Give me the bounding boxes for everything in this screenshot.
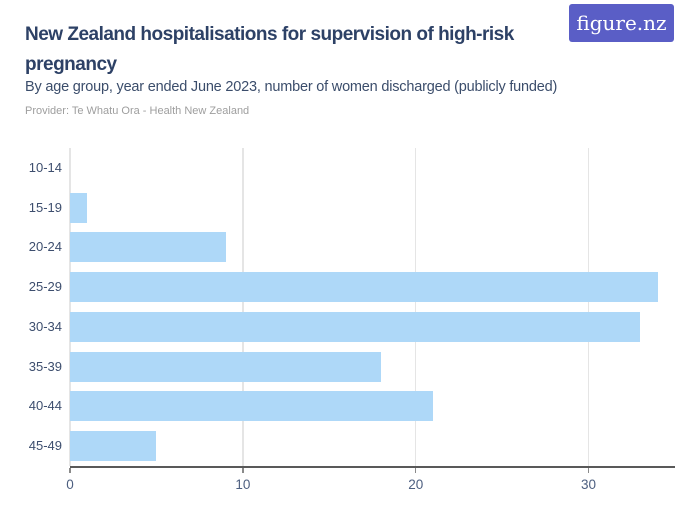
chart-subtitle: By age group, year ended June 2023, numb… <box>25 79 558 95</box>
y-axis-category-label: 15-19 <box>28 199 62 215</box>
y-axis-category-label: 35-39 <box>28 358 62 374</box>
x-axis-tick-label: 20 <box>408 477 424 492</box>
bar-30-34 <box>70 311 641 342</box>
figurenz-logo[interactable]: figure.nz <box>569 4 674 42</box>
gridline <box>587 148 590 466</box>
plot-area <box>69 148 675 468</box>
gridline <box>69 148 71 466</box>
y-axis-category-label: 45-49 <box>28 438 62 454</box>
y-axis-category-label: 25-29 <box>28 279 62 295</box>
x-axis-tick-label: 10 <box>235 477 251 492</box>
bar-25-29 <box>70 272 658 303</box>
x-axis-tick-label: 30 <box>581 477 597 492</box>
y-axis-category-label: 40-44 <box>28 398 62 414</box>
bar-40-44 <box>70 391 433 422</box>
x-axis-tick <box>414 468 417 473</box>
bar-20-24 <box>70 232 226 263</box>
y-axis-category-label: 10-14 <box>28 159 62 175</box>
provider-attribution: Provider: Te Whatu Ora - Health New Zeal… <box>25 105 250 117</box>
bar-chart: 10-14 15-19 20-24 25-29 30-34 35-39 40-44 45-49… <box>0 148 700 493</box>
bar-45-49 <box>70 431 157 462</box>
bar-35-39 <box>70 351 382 382</box>
x-axis-tick-label: 0 <box>66 477 74 492</box>
gridline <box>414 148 417 466</box>
gridline <box>242 148 244 466</box>
bar-15-19 <box>70 192 88 223</box>
x-axis-tick <box>242 468 244 473</box>
chart-title: New Zealand hospitalisations for supervi… <box>25 24 514 75</box>
x-axis-tick <box>69 468 71 473</box>
y-axis-category-label: 20-24 <box>28 239 62 255</box>
x-axis-tick <box>587 468 590 473</box>
y-axis-category-label: 30-34 <box>28 318 62 334</box>
